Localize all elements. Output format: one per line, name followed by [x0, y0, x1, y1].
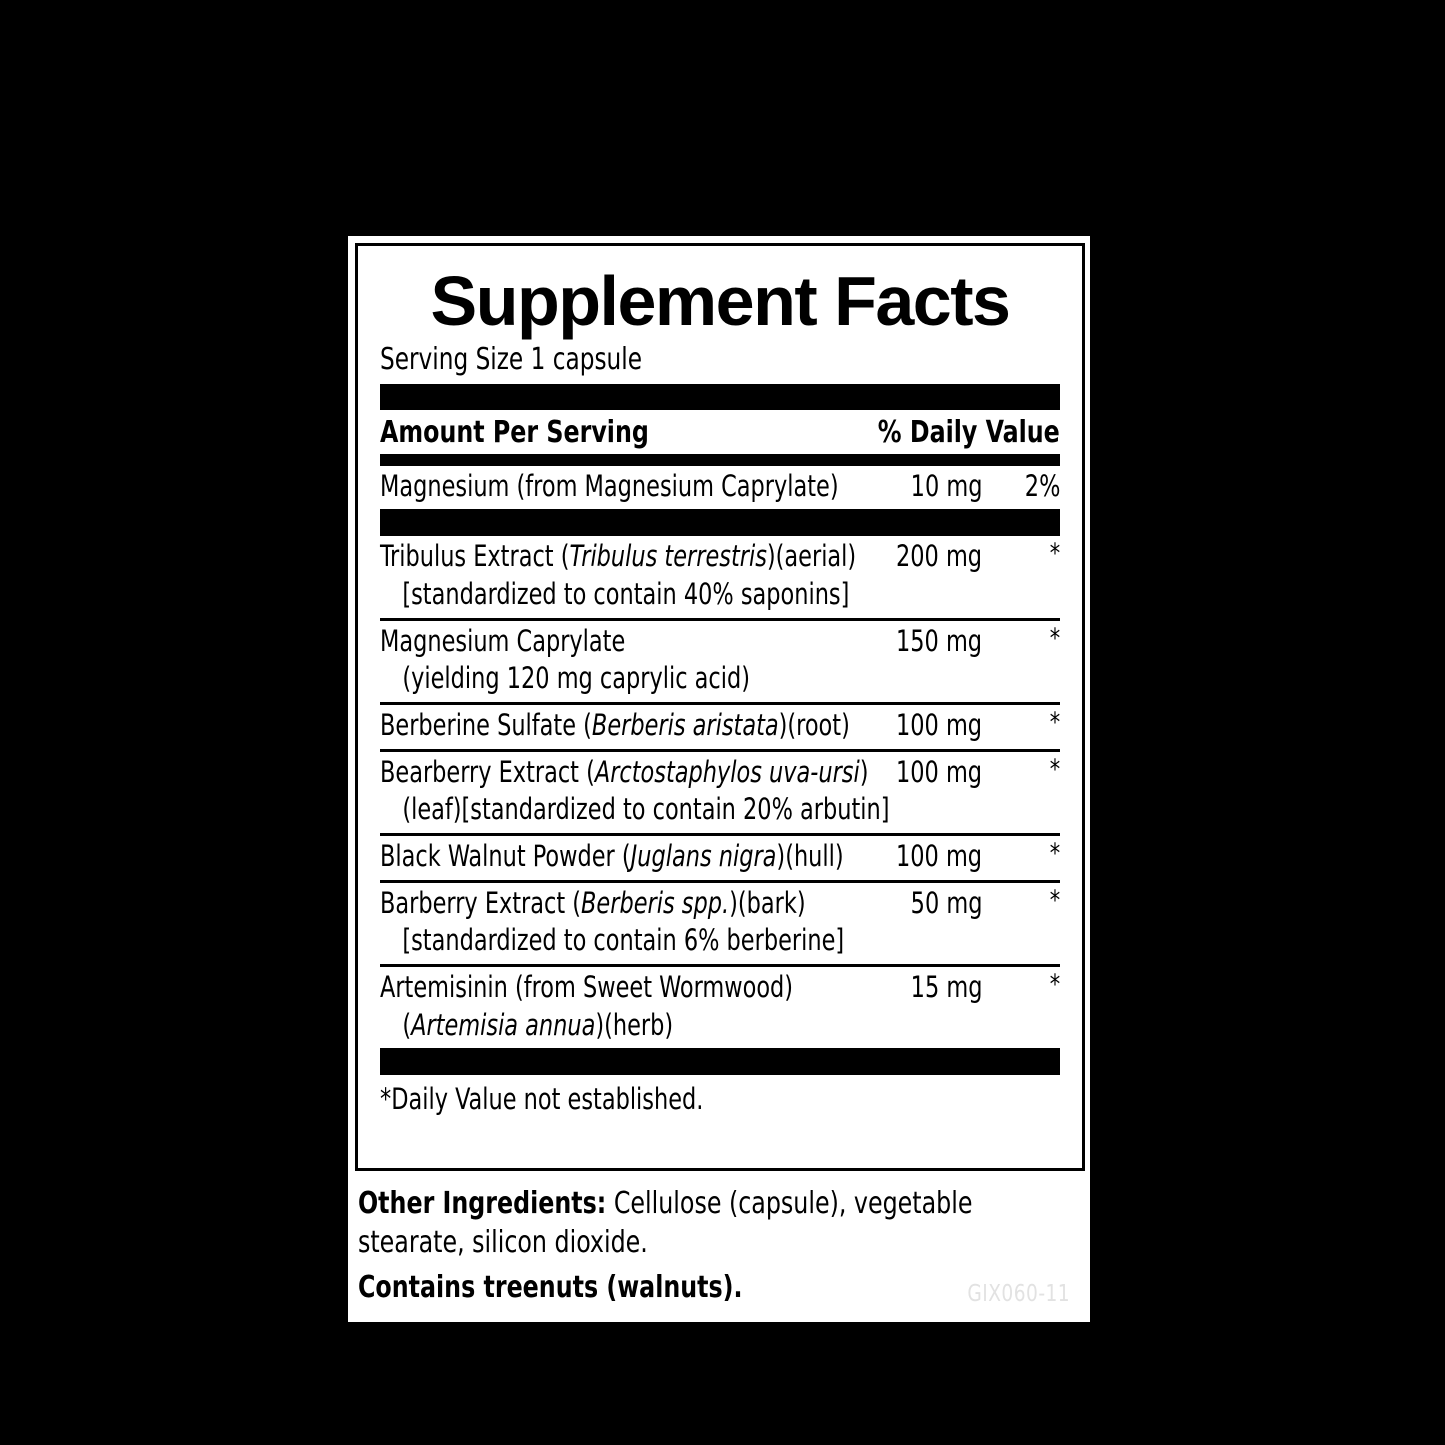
table-row: Berberine Sulfate (Berberis aristata)(ro…: [380, 705, 1060, 749]
nutrient-daily-value: *: [1049, 753, 1060, 785]
other-ingredients-block: Other Ingredients: Cellulose (capsule), …: [358, 1184, 1074, 1307]
nutrient-name: Magnesium Caprylate: [380, 623, 626, 658]
nutrient-amount: 10 mg: [910, 468, 982, 503]
nutrient-subtext: [standardized to contain 6% berberine]: [402, 923, 845, 958]
nutrient-amount: 100 mg: [895, 754, 982, 789]
page-title: Supplement Facts: [430, 262, 1011, 340]
nutrient-daily-value: *: [1049, 538, 1060, 570]
nutrient-name: Tribulus Extract (Tribulus terrestris)(a…: [380, 539, 857, 574]
nutrient-subtext: (leaf)[standardized to contain 20% arbut…: [402, 792, 890, 827]
nutrient-amount: 15 mg: [910, 970, 982, 1005]
table-row: Barberry Extract (Berberis spp.)(bark) […: [380, 883, 1060, 964]
nutrient-amount: 100 mg: [895, 707, 982, 742]
product-code: GIX060-11: [967, 1281, 1070, 1307]
table-row: Black Walnut Powder (Juglans nigra)(hull…: [380, 836, 1060, 880]
nutrient-daily-value: *: [1049, 969, 1060, 1001]
supplement-facts-panel: Supplement Facts Serving Size 1 capsule …: [355, 243, 1085, 1171]
other-ingredients-label: Other Ingredients:: [358, 1186, 607, 1221]
other-ingredients-text: Other Ingredients: Cellulose (capsule), …: [358, 1184, 1074, 1262]
nutrient-subtext: (yielding 120 mg caprylic acid): [402, 661, 751, 696]
nutrient-name: Barberry Extract (Berberis spp.)(bark): [380, 885, 806, 920]
nutrient-daily-value: *: [1049, 884, 1060, 916]
daily-value-footnote: *Daily Value not established.: [380, 1082, 704, 1117]
nutrient-daily-value: *: [1049, 622, 1060, 654]
table-row: Artemisinin (from Sweet Wormwood) (Artem…: [380, 967, 1060, 1048]
nutrient-name: Bearberry Extract (Arctostaphylos uva-ur…: [380, 754, 869, 789]
nutrient-daily-value: *: [1049, 706, 1060, 738]
nutrient-amount: 50 mg: [910, 885, 982, 920]
nutrient-name: Magnesium (from Magnesium Caprylate): [380, 468, 839, 503]
nutrient-amount: 200 mg: [895, 539, 982, 574]
nutrient-amount: 100 mg: [895, 839, 982, 873]
supplement-label-card: Supplement Facts Serving Size 1 capsule …: [348, 236, 1090, 1322]
row-divider: [380, 879, 1060, 883]
table-row: Bearberry Extract (Arctostaphylos uva-ur…: [380, 752, 1060, 833]
divider-thick-mid: [380, 509, 1060, 537]
table-header-row: Amount Per Serving % Daily Value: [380, 410, 1060, 454]
nutrient-name: Artemisinin (from Sweet Wormwood): [380, 970, 794, 1005]
percent-daily-value-label: % Daily Value: [878, 414, 1060, 450]
table-row: Tribulus Extract (Tribulus terrestris)(a…: [380, 536, 1060, 617]
nutrient-amount: 150 mg: [895, 623, 982, 658]
nutrient-subtext: (Artemisia annua)(herb): [402, 1007, 674, 1042]
row-divider: [380, 617, 1060, 621]
row-divider: [380, 833, 1060, 836]
table-row: Magnesium Caprylate (yielding 120 mg cap…: [380, 621, 1060, 702]
row-divider: [380, 964, 1060, 968]
table-row: Magnesium (from Magnesium Caprylate) 10 …: [380, 466, 1060, 510]
nutrient-name: Berberine Sulfate (Berberis aristata)(ro…: [380, 707, 850, 742]
divider-thick-top: [380, 383, 1060, 410]
nutrient-subtext: [standardized to contain 40% saponins]: [402, 576, 850, 611]
nutrient-name: Black Walnut Powder (Juglans nigra)(hull…: [380, 839, 844, 873]
serving-size-text: Serving Size 1 capsule: [380, 342, 643, 377]
row-divider: [380, 748, 1060, 752]
nutrient-daily-value: *: [1049, 838, 1060, 869]
row-divider: [380, 701, 1060, 705]
nutrient-daily-value: 2%: [1024, 468, 1060, 503]
amount-per-serving-label: Amount Per Serving: [380, 414, 649, 450]
divider-thick-bottom: [380, 1048, 1060, 1076]
other-ingredients-value: Cellulose (capsule), vegetable stearate,…: [358, 1186, 973, 1260]
divider-under-header: [380, 453, 1060, 466]
allergen-statement: Contains treenuts (walnuts).: [358, 1270, 743, 1305]
